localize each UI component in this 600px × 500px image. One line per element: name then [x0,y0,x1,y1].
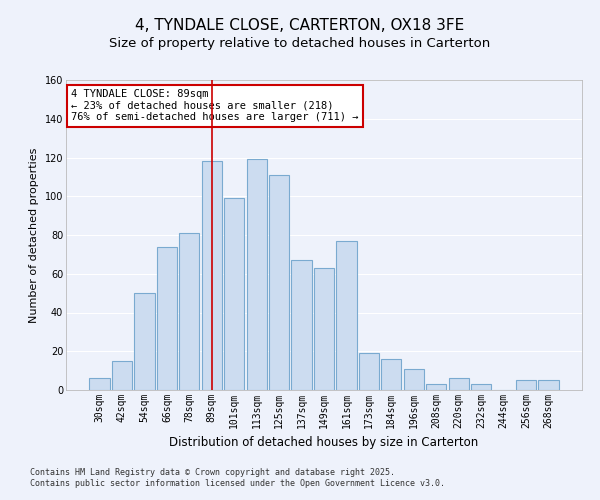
Bar [292,260,311,390]
Bar [471,384,491,390]
Bar [247,160,267,390]
Bar [269,175,289,390]
Bar [157,246,177,390]
Bar [516,380,536,390]
Bar [381,359,401,390]
Y-axis label: Number of detached properties: Number of detached properties [29,148,39,322]
Text: 4, TYNDALE CLOSE, CARTERTON, OX18 3FE: 4, TYNDALE CLOSE, CARTERTON, OX18 3FE [136,18,464,32]
Bar [202,162,222,390]
Text: Size of property relative to detached houses in Carterton: Size of property relative to detached ho… [109,38,491,51]
Bar [89,378,110,390]
Text: Contains HM Land Registry data © Crown copyright and database right 2025.
Contai: Contains HM Land Registry data © Crown c… [30,468,445,487]
Bar [449,378,469,390]
Bar [426,384,446,390]
Text: 4 TYNDALE CLOSE: 89sqm
← 23% of detached houses are smaller (218)
76% of semi-de: 4 TYNDALE CLOSE: 89sqm ← 23% of detached… [71,90,359,122]
Bar [112,361,132,390]
Bar [179,233,199,390]
X-axis label: Distribution of detached houses by size in Carterton: Distribution of detached houses by size … [169,436,479,450]
Bar [404,368,424,390]
Bar [359,353,379,390]
Bar [224,198,244,390]
Bar [314,268,334,390]
Bar [337,241,356,390]
Bar [134,293,155,390]
Bar [538,380,559,390]
